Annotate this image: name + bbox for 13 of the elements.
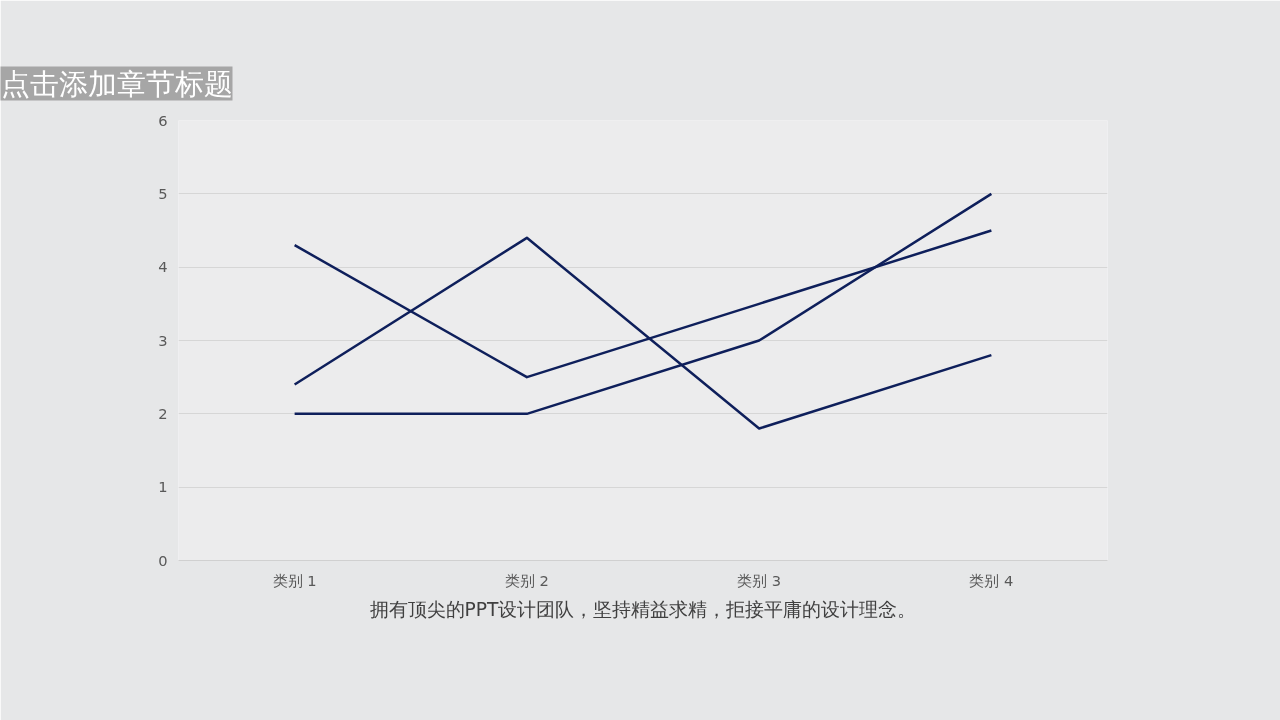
x-tick-label: 类别 1: [272, 571, 317, 589]
y-tick-label: 1: [158, 478, 168, 496]
text: 拥有顶尖的PPT设计团队，坚持精益求精，拒接平庸的设计理念。: [369, 598, 917, 620]
y-tick-label: 5: [158, 184, 168, 202]
y-tick-label: 4: [158, 258, 168, 276]
y-tick-label: 6: [158, 111, 168, 129]
x-tick-label: 类别 3: [737, 571, 782, 589]
y-tick-label: 0: [158, 551, 168, 569]
x-tick-label: 类别 2: [504, 571, 549, 589]
y-tick-label: 2: [158, 404, 168, 422]
x-tick-label: 类别 4: [969, 571, 1014, 589]
chart-title: 点击添加章节标题: [0, 66, 233, 101]
y-tick-label: 3: [158, 331, 168, 349]
